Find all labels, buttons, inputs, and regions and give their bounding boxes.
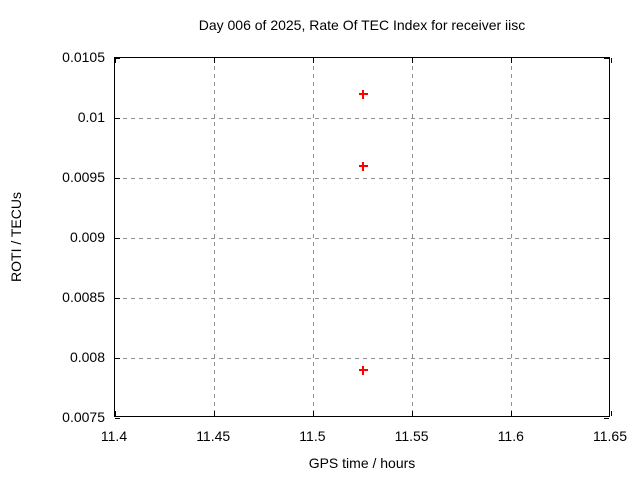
x-tick-top (114, 58, 116, 63)
grid-line-vertical (213, 58, 215, 416)
x-tick-bottom (312, 411, 314, 416)
y-tick-left (115, 417, 120, 419)
y-tick-label: 0.0085 (62, 289, 105, 305)
y-tick-left (115, 357, 120, 359)
x-tick-top (213, 58, 215, 63)
data-point-marker (358, 89, 368, 99)
x-tick-bottom (511, 411, 513, 416)
y-tick-left (115, 237, 120, 239)
x-tick-top (312, 58, 314, 63)
y-tick-right (604, 357, 609, 359)
y-tick-label: 0.0105 (62, 49, 105, 65)
grid-line-vertical (412, 58, 414, 416)
y-tick-left (115, 177, 120, 179)
y-tick-right (604, 177, 609, 179)
data-point-marker (358, 365, 368, 375)
grid-line-vertical (511, 58, 513, 416)
y-tick-label: 0.009 (69, 229, 105, 245)
grid-line-horizontal (115, 237, 609, 239)
marker-vertical-bar (362, 365, 364, 375)
x-tick-bottom (114, 411, 116, 416)
x-tick-label: 11.55 (394, 428, 429, 444)
x-tick-top (412, 58, 414, 63)
x-tick-bottom (610, 411, 612, 416)
y-tick-right (604, 57, 609, 59)
y-tick-right (604, 117, 609, 119)
y-tick-label: 0.0075 (62, 409, 105, 425)
grid-line-vertical (312, 58, 314, 416)
grid-line-horizontal (115, 117, 609, 119)
grid-line-horizontal (115, 297, 609, 299)
x-tick-bottom (213, 411, 215, 416)
x-tick-label: 11.4 (100, 428, 128, 444)
x-tick-bottom (412, 411, 414, 416)
y-tick-label: 0.0095 (62, 169, 105, 185)
x-tick-label: 11.5 (299, 428, 326, 444)
y-tick-right (604, 237, 609, 239)
y-tick-left (115, 57, 120, 59)
marker-vertical-bar (362, 89, 364, 99)
y-tick-right (604, 297, 609, 299)
chart-title: Day 006 of 2025, Rate Of TEC Index for r… (198, 17, 526, 33)
marker-vertical-bar (362, 161, 364, 171)
y-tick-right (604, 417, 609, 419)
y-tick-label: 0.01 (77, 109, 105, 125)
x-tick-label: 11.6 (497, 428, 524, 444)
y-tick-left (115, 117, 120, 119)
data-point-marker (358, 161, 368, 171)
x-tick-top (610, 58, 612, 63)
grid-line-horizontal (115, 357, 609, 359)
y-tick-label: 0.008 (69, 349, 105, 365)
x-tick-label: 11.65 (593, 428, 627, 444)
grid-line-horizontal (115, 177, 609, 179)
plot-area (114, 57, 612, 419)
x-tick-label: 11.45 (196, 428, 231, 444)
x-axis-label: GPS time / hours (308, 455, 416, 471)
y-tick-left (115, 297, 120, 299)
x-tick-top (511, 58, 513, 63)
